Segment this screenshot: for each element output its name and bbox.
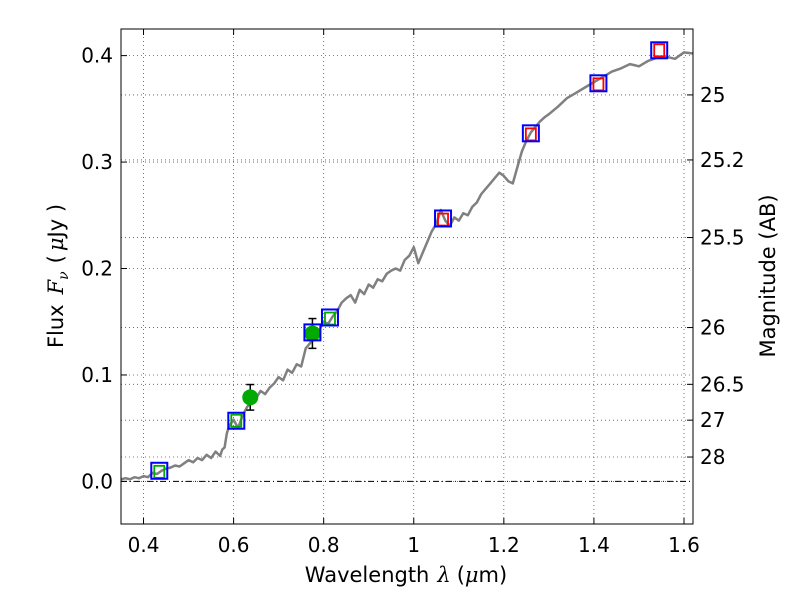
model-photometry-marker xyxy=(227,411,246,430)
y-axis-label-unit-rest: Jy ) xyxy=(44,204,68,240)
model-photometry-marker xyxy=(434,209,453,228)
detection-marker xyxy=(304,325,321,342)
y-axis-label-unit-open: ( xyxy=(44,255,68,263)
y-tick-label: 0.4 xyxy=(81,44,113,68)
magnitude-tick-label: 25.5 xyxy=(700,226,745,250)
magnitude-tick-label: 27 xyxy=(700,408,725,432)
magnitude-axis-ticks: 25 25.2 25.5 26 26.5 27 28 xyxy=(687,83,745,469)
observed-photometry-marker xyxy=(230,413,243,428)
model-photometry-marker xyxy=(650,41,669,60)
x-axis-label-symbol: λ xyxy=(436,563,450,587)
y-tick-label: 0.1 xyxy=(81,363,113,387)
grid-lines xyxy=(121,29,693,524)
x-axis-label-unit-sym: μ xyxy=(465,563,479,587)
model-photometry-marker xyxy=(150,461,169,480)
observed-photometry-marker xyxy=(653,43,666,58)
y-axis-label-symbol: F xyxy=(44,278,68,295)
y-tick-label: 0.0 xyxy=(81,469,113,493)
model-photometry-marker xyxy=(521,124,540,143)
magnitude-axis-label: Magnitude (AB) xyxy=(756,194,780,357)
x-tick-label: 1 xyxy=(407,533,420,557)
magnitude-tick-label: 26.5 xyxy=(700,372,745,396)
plot-frame xyxy=(120,28,694,525)
x-tick-label: 0.8 xyxy=(308,533,340,557)
y-axis-label-unit-sym: μ xyxy=(44,237,68,251)
x-axis-label-unit-rest: m) xyxy=(479,563,508,587)
plot-background xyxy=(121,29,693,524)
x-axis-ticks: 0.4 0.6 0.8 1 1.2 1.4 1.6 xyxy=(128,29,700,557)
y-axis-label: Flux Fν ( μJy ) xyxy=(44,204,72,348)
magnitude-tick-label: 25 xyxy=(700,83,725,107)
y-tick-label: 0.2 xyxy=(81,257,113,281)
model-photometry-marker xyxy=(303,323,322,342)
model-photometry-marker xyxy=(589,74,608,93)
model-photometry-marker xyxy=(320,308,339,327)
y-axis-ticks: 0.0 0.1 0.2 0.3 0.4 xyxy=(81,44,127,493)
x-axis-label-unit-open: ( xyxy=(457,563,465,587)
x-tick-label: 1.6 xyxy=(668,533,700,557)
magnitude-tick-label: 26 xyxy=(700,316,725,340)
x-tick-label: 0.6 xyxy=(218,533,250,557)
x-axis-label-prefix: Wavelength xyxy=(305,563,430,587)
y-axis-label-subscript: ν xyxy=(56,271,72,280)
y-axis-label-prefix: Flux xyxy=(44,304,68,348)
x-tick-label: 1.4 xyxy=(578,533,610,557)
x-axis-label: Wavelength λ (μm) xyxy=(305,563,507,587)
data-markers xyxy=(150,41,669,480)
y-tick-label: 0.3 xyxy=(81,150,113,174)
magnitude-tick-label: 25.2 xyxy=(700,148,745,172)
x-tick-label: 1.2 xyxy=(488,533,520,557)
detection-marker xyxy=(242,389,259,406)
magnitude-tick-label: 28 xyxy=(700,445,725,469)
x-tick-label: 0.4 xyxy=(128,533,160,557)
